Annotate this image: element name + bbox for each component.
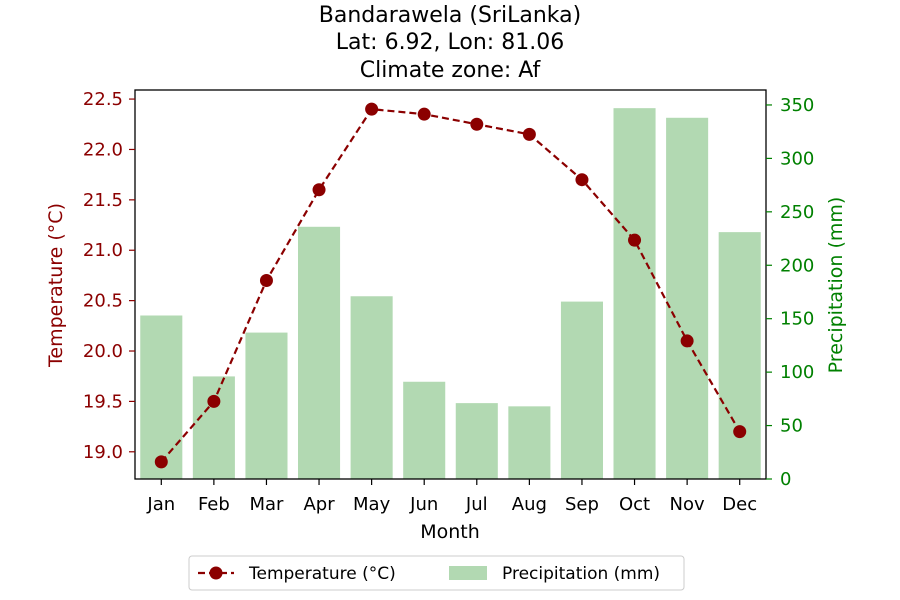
precipitation-bar	[140, 315, 183, 479]
precipitation-bar	[666, 117, 709, 480]
right-y-axis-label: Precipitation (mm)	[825, 197, 847, 374]
temperature-series-line	[160, 107, 741, 463]
right-y-tick-label: 50	[780, 416, 803, 437]
left-y-tick-label: 20.5	[83, 291, 123, 312]
x-tick-label: May	[353, 494, 391, 515]
x-tick-label: Feb	[198, 494, 230, 515]
left-y-tick-label: 21.5	[83, 190, 123, 211]
left-y-tick-label: 19.5	[83, 391, 123, 412]
left-y-tick-label: 19.0	[83, 442, 123, 463]
right-y-tick-label: 0	[780, 469, 791, 490]
left-y-tick-label: 21.0	[83, 240, 123, 261]
temperature-point	[733, 425, 747, 439]
temperature-point	[312, 183, 326, 197]
temperature-point	[154, 455, 168, 469]
temperature-point	[417, 107, 431, 121]
temperature-point	[259, 273, 273, 287]
x-axis: Jan Feb Mar Apr May Jun Jul Aug Sep Oct Nov Dec	[146, 479, 757, 515]
precipitation-bar	[613, 108, 656, 480]
plot-frame	[134, 89, 767, 480]
legend-precipitation-label: Precipitation (mm)	[502, 564, 660, 584]
title-line-3: Climate zone: Af	[360, 58, 542, 83]
precipitation-bar	[508, 406, 551, 479]
precipitation-bars	[140, 108, 761, 480]
temperature-point	[365, 102, 379, 116]
temperature-point	[680, 334, 694, 348]
x-axis-label: Month	[420, 521, 480, 543]
x-tick-label: Mar	[249, 494, 284, 515]
x-tick-label: Nov	[670, 494, 705, 515]
x-tick-label: Jun	[409, 494, 438, 515]
temperature-point	[522, 127, 536, 141]
right-y-tick-label: 300	[780, 148, 814, 169]
x-tick-label: Sep	[565, 494, 599, 515]
right-y-tick-label: 200	[780, 255, 814, 276]
right-y-tick-label: 350	[780, 95, 814, 116]
right-y-tick-label: 150	[780, 309, 814, 330]
left-y-tick-label: 22.0	[83, 139, 123, 160]
title-line-2: Lat: 6.92, Lon: 81.06	[336, 30, 564, 55]
right-y-tick-label: 250	[780, 202, 814, 223]
x-tick-label: Oct	[619, 494, 650, 515]
left-y-tick-label: 22.5	[83, 89, 123, 110]
precipitation-bar	[718, 232, 761, 479]
precipitation-bar	[298, 226, 341, 479]
precipitation-bar	[560, 301, 603, 479]
precipitation-bar	[245, 332, 288, 479]
title-line-1: Bandarawela (SriLanka)	[319, 3, 581, 28]
x-tick-label: Dec	[722, 494, 757, 515]
legend-frame	[188, 555, 685, 591]
precipitation-bar	[350, 296, 393, 479]
left-y-axis: 19.0 19.5 20.0 20.5 21.0 21.5 22.0 22.5	[83, 89, 135, 463]
x-tick-label: Jul	[465, 494, 488, 515]
legend-temperature-marker-icon	[209, 566, 223, 580]
chart-title: Bandarawela (SriLanka) Lat: 6.92, Lon: 8…	[319, 3, 581, 83]
left-y-axis-label: Temperature (°C)	[45, 203, 67, 368]
precipitation-bar	[403, 381, 446, 479]
precipitation-bar	[192, 376, 235, 479]
temperature-point	[628, 233, 642, 247]
legend-precipitation-swatch-icon	[449, 566, 487, 580]
precipitation-bar	[455, 403, 498, 479]
legend: Temperature (°C) Precipitation (mm)	[188, 555, 685, 591]
legend-temperature-label: Temperature (°C)	[248, 564, 396, 584]
x-tick-label: Jan	[146, 494, 175, 515]
temperature-point	[207, 394, 221, 408]
temperature-point	[470, 117, 484, 131]
temperature-point	[575, 173, 589, 187]
x-tick-label: Aug	[512, 494, 547, 515]
x-tick-label: Apr	[303, 494, 335, 515]
right-y-axis: 0 50 100 150 200 250 300 350	[766, 95, 814, 490]
left-y-tick-label: 20.0	[83, 341, 123, 362]
right-y-tick-label: 100	[780, 362, 814, 383]
temperature-line	[154, 102, 747, 469]
